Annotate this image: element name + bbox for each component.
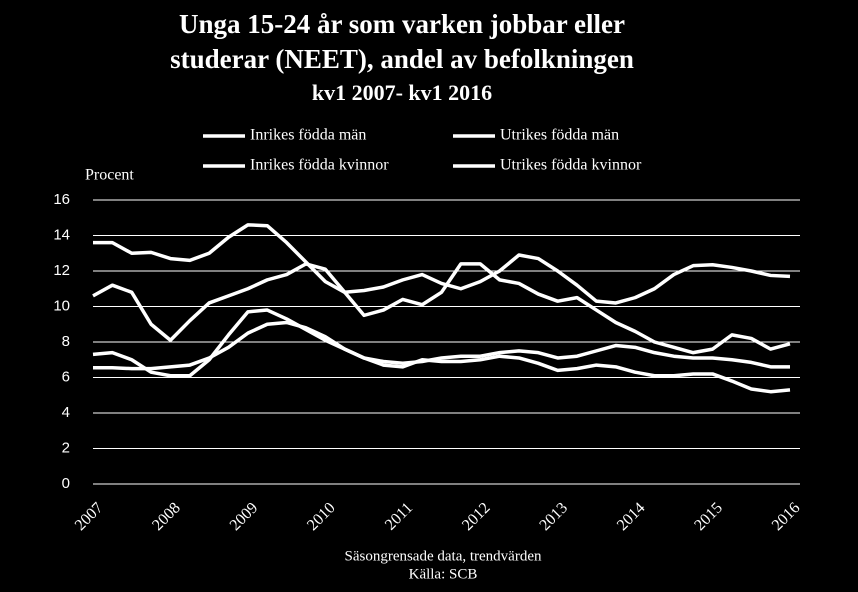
x-tick-label: 2008 [149, 499, 184, 534]
y-tick-label: 4 [62, 404, 70, 421]
series-line [93, 320, 790, 371]
series-line [93, 223, 791, 355]
footnote: Källa: SCB [409, 566, 478, 582]
x-tick-label: 2014 [614, 499, 649, 534]
y-tick-label: 6 [62, 368, 70, 385]
legend-label: Inrikes födda män [250, 127, 366, 144]
x-tick-label: 2010 [304, 499, 339, 534]
x-tick-label: 2012 [459, 499, 494, 534]
legend-label: Utrikes födda kvinnor [500, 157, 642, 174]
chart-subtitle: kv1 2007- kv1 2016 [312, 80, 492, 105]
y-tick-label: 12 [53, 262, 70, 279]
x-tick-label: 2015 [691, 499, 726, 534]
y-tick-label: 14 [53, 226, 70, 243]
y-axis-label: Procent [85, 167, 134, 184]
y-tick-label: 16 [53, 191, 70, 208]
chart-title: studerar (NEET), andel av befolkningen [170, 44, 634, 74]
chart-title: Unga 15-24 år som varken jobbar eller [179, 9, 625, 39]
series-line [92, 253, 791, 342]
x-tick-label: 2016 [769, 499, 804, 534]
x-tick-label: 2011 [382, 499, 416, 533]
y-tick-label: 0 [62, 475, 70, 492]
x-tick-label: 2013 [536, 499, 571, 534]
legend-label: Inrikes födda kvinnor [250, 157, 389, 174]
legend-label: Utrikes födda män [500, 127, 619, 144]
y-tick-label: 10 [53, 297, 70, 314]
x-tick-label: 2009 [227, 499, 262, 534]
x-tick-label: 2007 [72, 499, 107, 534]
y-tick-label: 8 [62, 333, 70, 350]
y-tick-label: 2 [62, 439, 70, 456]
footnote: Säsongrensade data, trendvärden [344, 548, 542, 564]
